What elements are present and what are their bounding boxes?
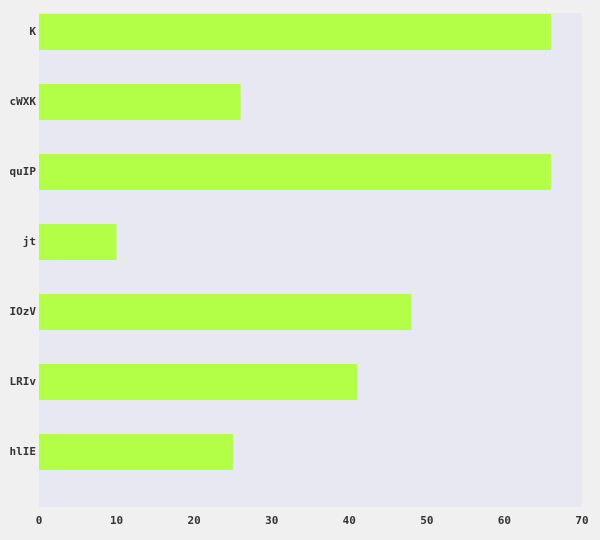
- x-tick-label: 0: [36, 514, 43, 527]
- x-tick-label: 30: [265, 514, 278, 527]
- y-tick-label: jt: [23, 235, 36, 248]
- bar-K: [39, 14, 551, 50]
- bar-IOzV: [39, 294, 412, 330]
- bar-cWXK: [39, 84, 241, 120]
- bar-jt: [39, 224, 117, 260]
- y-tick-label: quIP: [10, 165, 37, 178]
- x-axis-labels: 0 10 20 30 40 50 60 70: [36, 514, 589, 527]
- y-tick-label: cWXK: [10, 95, 37, 108]
- y-tick-label: IOzV: [10, 305, 37, 318]
- x-tick-label: 60: [498, 514, 511, 527]
- y-tick-label: K: [29, 25, 36, 38]
- y-tick-label: hlIE: [10, 445, 37, 458]
- y-tick-label: LRIv: [10, 375, 37, 388]
- bars-group: [39, 14, 551, 470]
- x-tick-label: 50: [420, 514, 433, 527]
- bar-hlIE: [39, 434, 233, 470]
- bar-LRIv: [39, 364, 358, 400]
- x-tick-label: 10: [110, 514, 123, 527]
- x-tick-label: 20: [188, 514, 201, 527]
- x-tick-label: 40: [343, 514, 356, 527]
- bar-quIP: [39, 154, 551, 190]
- x-tick-label: 70: [575, 514, 588, 527]
